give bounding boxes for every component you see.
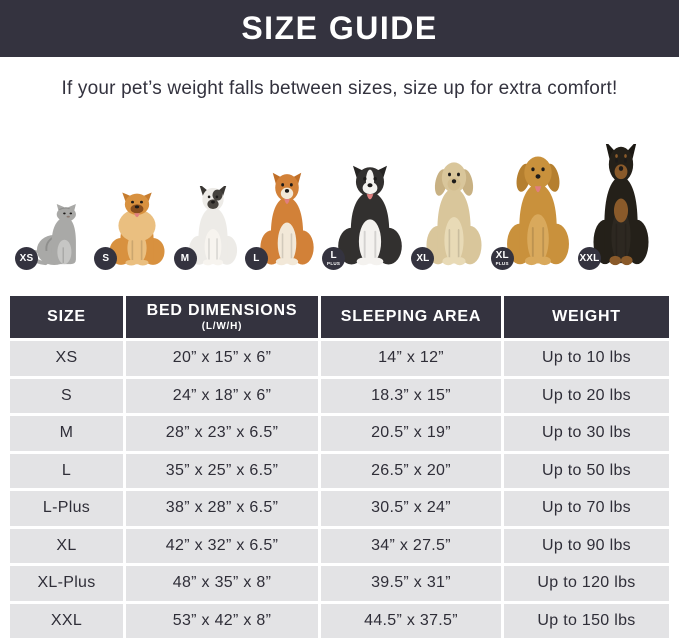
size-badge-label: XXL: [579, 252, 600, 264]
table-row-xl-plus: XL-Plus 48” x 35” x 8” 39.5” x 31” Up to 12…: [10, 566, 669, 601]
cell-weight: Up to 20 lbs: [504, 378, 669, 413]
cell-sleeping-area: 14” x 12”: [321, 341, 501, 376]
pet-photo-shiba-inu: L: [244, 172, 318, 270]
size-badge-xl: XL: [411, 247, 435, 270]
cell-size: XXL: [10, 603, 123, 638]
cell-bed-dimensions: 20” x 15” x 6”: [126, 341, 318, 376]
size-badge-label: M: [180, 252, 190, 264]
cell-bed-dimensions: 35” x 25” x 6.5”: [126, 453, 318, 488]
cell-sleeping-area: 30.5” x 24”: [321, 491, 501, 526]
cell-weight: Up to 10 lbs: [504, 341, 669, 376]
size-table: SIZE BED DIMENSIONS (L/W/H) SLEEPING AREA WE…: [10, 296, 669, 638]
cell-size: XL-Plus: [10, 566, 123, 601]
column-header-bed-dimensions: BED DIMENSIONS (L/W/H): [126, 296, 318, 338]
cell-weight: Up to 120 lbs: [504, 566, 669, 601]
cell-weight: Up to 30 lbs: [504, 416, 669, 451]
cell-size: S: [10, 378, 123, 413]
column-header-size: SIZE: [10, 296, 123, 338]
cell-size: M: [10, 416, 123, 451]
pet-photo-pomeranian: S: [94, 192, 169, 270]
size-badge-label: XL: [495, 249, 509, 261]
size-badge-l: L: [244, 247, 268, 270]
cell-weight: Up to 70 lbs: [504, 491, 669, 526]
size-badge-xl-plus: XL PLUS: [490, 247, 514, 270]
cell-bed-dimensions: 28” x 23” x 6.5”: [126, 416, 318, 451]
cell-bed-dimensions: 42” x 32” x 6.5”: [126, 528, 318, 563]
size-badge-m: M: [173, 247, 197, 270]
size-badge-label: S: [102, 252, 110, 264]
cell-size: L: [10, 453, 123, 488]
pet-photo-cat: XS: [15, 204, 90, 270]
pet-photo-labrador: XL: [411, 160, 486, 270]
pet-photo-border-collie: L PLUS: [322, 165, 407, 270]
size-badge-label: L: [253, 252, 260, 264]
cell-bed-dimensions: 24” x 18” x 6”: [126, 378, 318, 413]
pet-photo-doberman: XXL: [577, 144, 653, 270]
column-header-sleeping-area: SLEEPING AREA: [321, 296, 501, 338]
cell-bed-dimensions: 48” x 35” x 8”: [126, 566, 318, 601]
table-row-l: L 35” x 25” x 6.5” 26.5” x 20” Up to 50 lbs: [10, 453, 669, 488]
size-badge-label: XL: [416, 252, 430, 264]
table-row-s: S 24” x 18” x 6” 18.3” x 15” Up to 20 lbs: [10, 378, 669, 413]
size-badge-xs: XS: [15, 247, 38, 270]
table-header-row: SIZE BED DIMENSIONS (L/W/H) SLEEPING AREA WE…: [10, 296, 669, 338]
table-row-xs: XS 20” x 15” x 6” 14” x 12” Up to 10 lbs: [10, 341, 669, 376]
cell-size: XS: [10, 341, 123, 376]
size-badge-label: L: [330, 249, 337, 261]
cell-bed-dimensions: 38” x 28” x 6.5”: [126, 491, 318, 526]
size-badge-xxl: XXL: [577, 247, 601, 270]
column-header-label: SLEEPING AREA: [340, 308, 482, 325]
cell-sleeping-area: 44.5” x 37.5”: [321, 603, 501, 638]
cell-sleeping-area: 18.3” x 15”: [321, 378, 501, 413]
size-badge-s: S: [94, 247, 118, 270]
cell-weight: Up to 150 lbs: [504, 603, 669, 638]
column-header-sublabel: (L/W/H): [201, 321, 243, 332]
size-badge-l-plus: L PLUS: [322, 247, 346, 270]
header-bar: SIZE GUIDE: [0, 0, 679, 57]
column-header-label: SIZE: [47, 308, 86, 325]
table-row-l-plus: L-Plus 38” x 28” x 6.5” 30.5” x 24” Up to 7…: [10, 491, 669, 526]
cell-sleeping-area: 26.5” x 20”: [321, 453, 501, 488]
cell-sleeping-area: 20.5” x 19”: [321, 416, 501, 451]
cell-sleeping-area: 39.5” x 31”: [321, 566, 501, 601]
size-badge-label: XS: [19, 252, 34, 264]
size-badge-sublabel: PLUS: [495, 260, 509, 266]
cell-weight: Up to 90 lbs: [504, 528, 669, 563]
column-header-weight: WEIGHT: [504, 296, 669, 338]
cell-sleeping-area: 34” x 27.5”: [321, 528, 501, 563]
size-badge-sublabel: PLUS: [327, 260, 341, 266]
pet-size-row: XS S M: [0, 120, 679, 270]
page-title: SIZE GUIDE: [241, 10, 438, 46]
cell-size: L-Plus: [10, 491, 123, 526]
pet-photo-golden-retriever: XL PLUS: [490, 154, 574, 270]
cell-size: XL: [10, 528, 123, 563]
column-header-label: BED DIMENSIONS: [146, 302, 298, 319]
pet-photo-french-bulldog: M: [173, 186, 241, 270]
column-header-label: WEIGHT: [552, 308, 621, 325]
subtitle-text: If your pet’s weight falls between sizes…: [61, 78, 618, 99]
cell-weight: Up to 50 lbs: [504, 453, 669, 488]
table-row-m: M 28” x 23” x 6.5” 20.5” x 19” Up to 30 lbs: [10, 416, 669, 451]
table-row-xxl: XXL 53” x 42” x 8” 44.5” x 37.5” Up to 150 …: [10, 603, 669, 638]
table-row-xl: XL 42” x 32” x 6.5” 34” x 27.5” Up to 90 lb…: [10, 528, 669, 563]
cell-bed-dimensions: 53” x 42” x 8”: [126, 603, 318, 638]
